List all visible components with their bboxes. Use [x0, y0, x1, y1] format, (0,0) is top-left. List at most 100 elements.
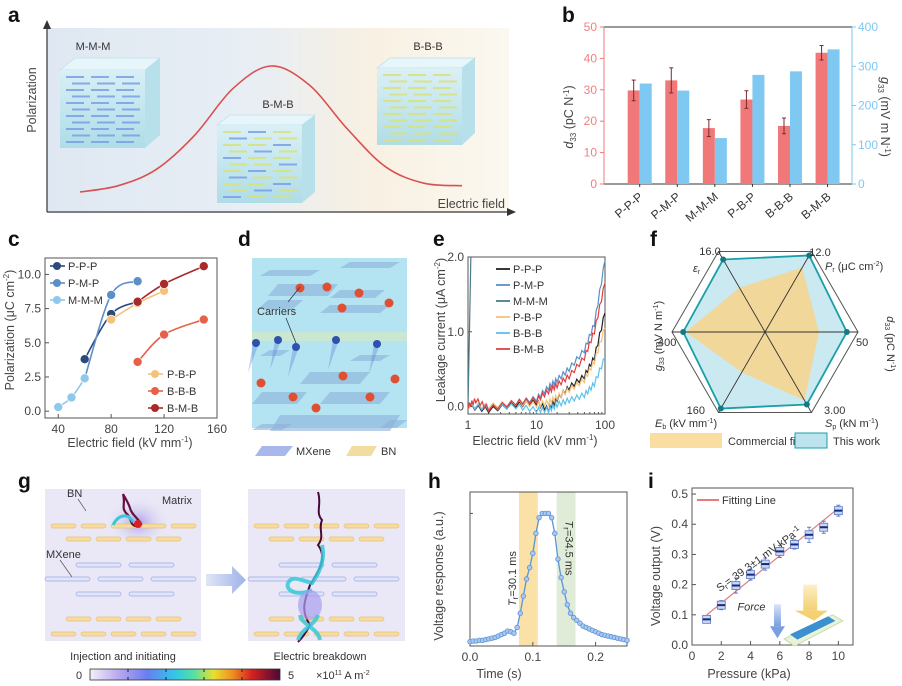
bar-g33 [639, 83, 652, 184]
radar-point [717, 405, 724, 412]
filler-flake [122, 95, 140, 98]
positive-carrier [390, 374, 400, 384]
filler-flake [116, 115, 134, 117]
flake [50, 631, 77, 637]
flake [50, 523, 77, 529]
bar-d33 [815, 52, 828, 184]
response-line [469, 512, 628, 643]
series-line-B-B-B [467, 357, 606, 415]
legend-label: B-B-B [167, 386, 196, 398]
injection-point [134, 520, 142, 528]
data-point-B-M-B [198, 261, 209, 272]
flake [140, 523, 167, 529]
filler-flake [97, 134, 115, 137]
carriers-label: Carriers [257, 306, 297, 318]
filler-flake [229, 137, 247, 140]
filler-flake [97, 108, 115, 111]
filler-flake [414, 119, 432, 122]
bar-d33 [778, 125, 790, 184]
flake [75, 562, 122, 568]
flake [253, 631, 280, 637]
mxene-legend-label: MXene [296, 446, 331, 458]
data-point-B-M-B [159, 279, 169, 289]
carriers-pointer-top [287, 286, 301, 303]
filler-flake [433, 126, 451, 128]
x-tick-label: 2 [718, 649, 725, 663]
panel-c-xlabel: Electric field (kV mm-1) [67, 435, 192, 450]
filler-flake [122, 82, 140, 85]
filler-flake [248, 183, 266, 185]
flake [343, 631, 370, 637]
data-point-M-M-M [53, 402, 64, 412]
panel-c-ylabel: Polarization (μC cm-2) [2, 270, 17, 391]
x-tick-label: M-M-M [683, 190, 721, 225]
filler-flake [279, 137, 297, 140]
filler-flake [122, 134, 140, 137]
legend-label: B-B-B [513, 328, 542, 340]
filler-flake [91, 76, 109, 78]
mxene-flake [350, 355, 390, 361]
y-axis-arrow-icon [43, 20, 51, 29]
x-tick-label: 0.2 [587, 650, 604, 664]
legend-swatch-commercial [650, 433, 722, 448]
filler-flake [408, 100, 426, 102]
x-tick-label: 120 [154, 422, 174, 436]
filler-flake [383, 113, 401, 115]
radar-point [806, 252, 813, 259]
filler-flake [91, 141, 109, 143]
flake [140, 631, 167, 637]
panel-a: a Polarization Electric field M-M-M B-M-… [8, 4, 516, 216]
filler-flake [248, 144, 266, 146]
legend-label: P-P-P [68, 261, 97, 273]
filler-flake [116, 141, 134, 143]
x-tick-label: 160 [207, 422, 227, 436]
injection-branch [111, 514, 135, 526]
response-point [517, 610, 523, 616]
colorbar [89, 668, 281, 681]
filler-flake [279, 163, 297, 166]
positive-carrier [337, 303, 347, 313]
label-matrix: Matrix [162, 495, 192, 507]
breakdown-blob [298, 590, 322, 620]
sensor-film [790, 616, 836, 640]
panel-label-h: h [428, 470, 441, 493]
panel-c-frame [44, 257, 218, 419]
panel-label-c: c [8, 228, 20, 251]
filler-flake [389, 80, 407, 83]
breakdown-branch-1 [285, 544, 325, 595]
x-tick-label: P-P-P [612, 190, 646, 221]
filler-flake [72, 95, 90, 98]
panel-c: c 40 80 120 160 0.0 2.5 5.0 7.5 10.0 P-P-P P-M-P M-… [2, 228, 227, 450]
filler-flake [279, 189, 297, 192]
cube-bmb [215, 114, 317, 203]
filler-flake [229, 150, 247, 153]
radar-axis-pr: Pr (μC cm-2) [825, 261, 883, 274]
x-tick-label: 0.0 [462, 650, 479, 664]
legend-label: M-M-M [513, 296, 548, 308]
mxene-flake [258, 300, 303, 309]
filler-flake [383, 100, 401, 102]
panel-e-ylabel: Leakage current (μA cm-2) [433, 258, 448, 402]
flake [331, 591, 378, 597]
positive-carrier [384, 298, 394, 308]
legend-label: P-M-P [513, 280, 544, 292]
colorbar-unit: ×1011 A m-2 [316, 670, 370, 682]
flake [97, 576, 144, 582]
filler-flake [229, 176, 247, 179]
y-tick-label: 0.4 [671, 517, 688, 531]
flake [44, 576, 91, 582]
filler-flake [408, 139, 426, 141]
flake [328, 536, 355, 542]
panel-b-ylabel: d33 (pC N-1) [562, 85, 578, 148]
radar-axis-sp: Sp (kN m-1) [825, 418, 879, 431]
carrier-trail [288, 347, 299, 377]
flake [170, 631, 197, 637]
panel-b: b 0 10 20 30 40 50 0 100 200 300 400 P-P-P P-M-P M-M-… [562, 4, 892, 225]
filler-flake [91, 115, 109, 117]
flake [125, 616, 152, 622]
sim-right-background [248, 489, 405, 641]
filler-flake [408, 74, 426, 76]
filler-flake [97, 95, 115, 98]
filler-flake [439, 80, 457, 83]
legend-marker [53, 296, 61, 304]
